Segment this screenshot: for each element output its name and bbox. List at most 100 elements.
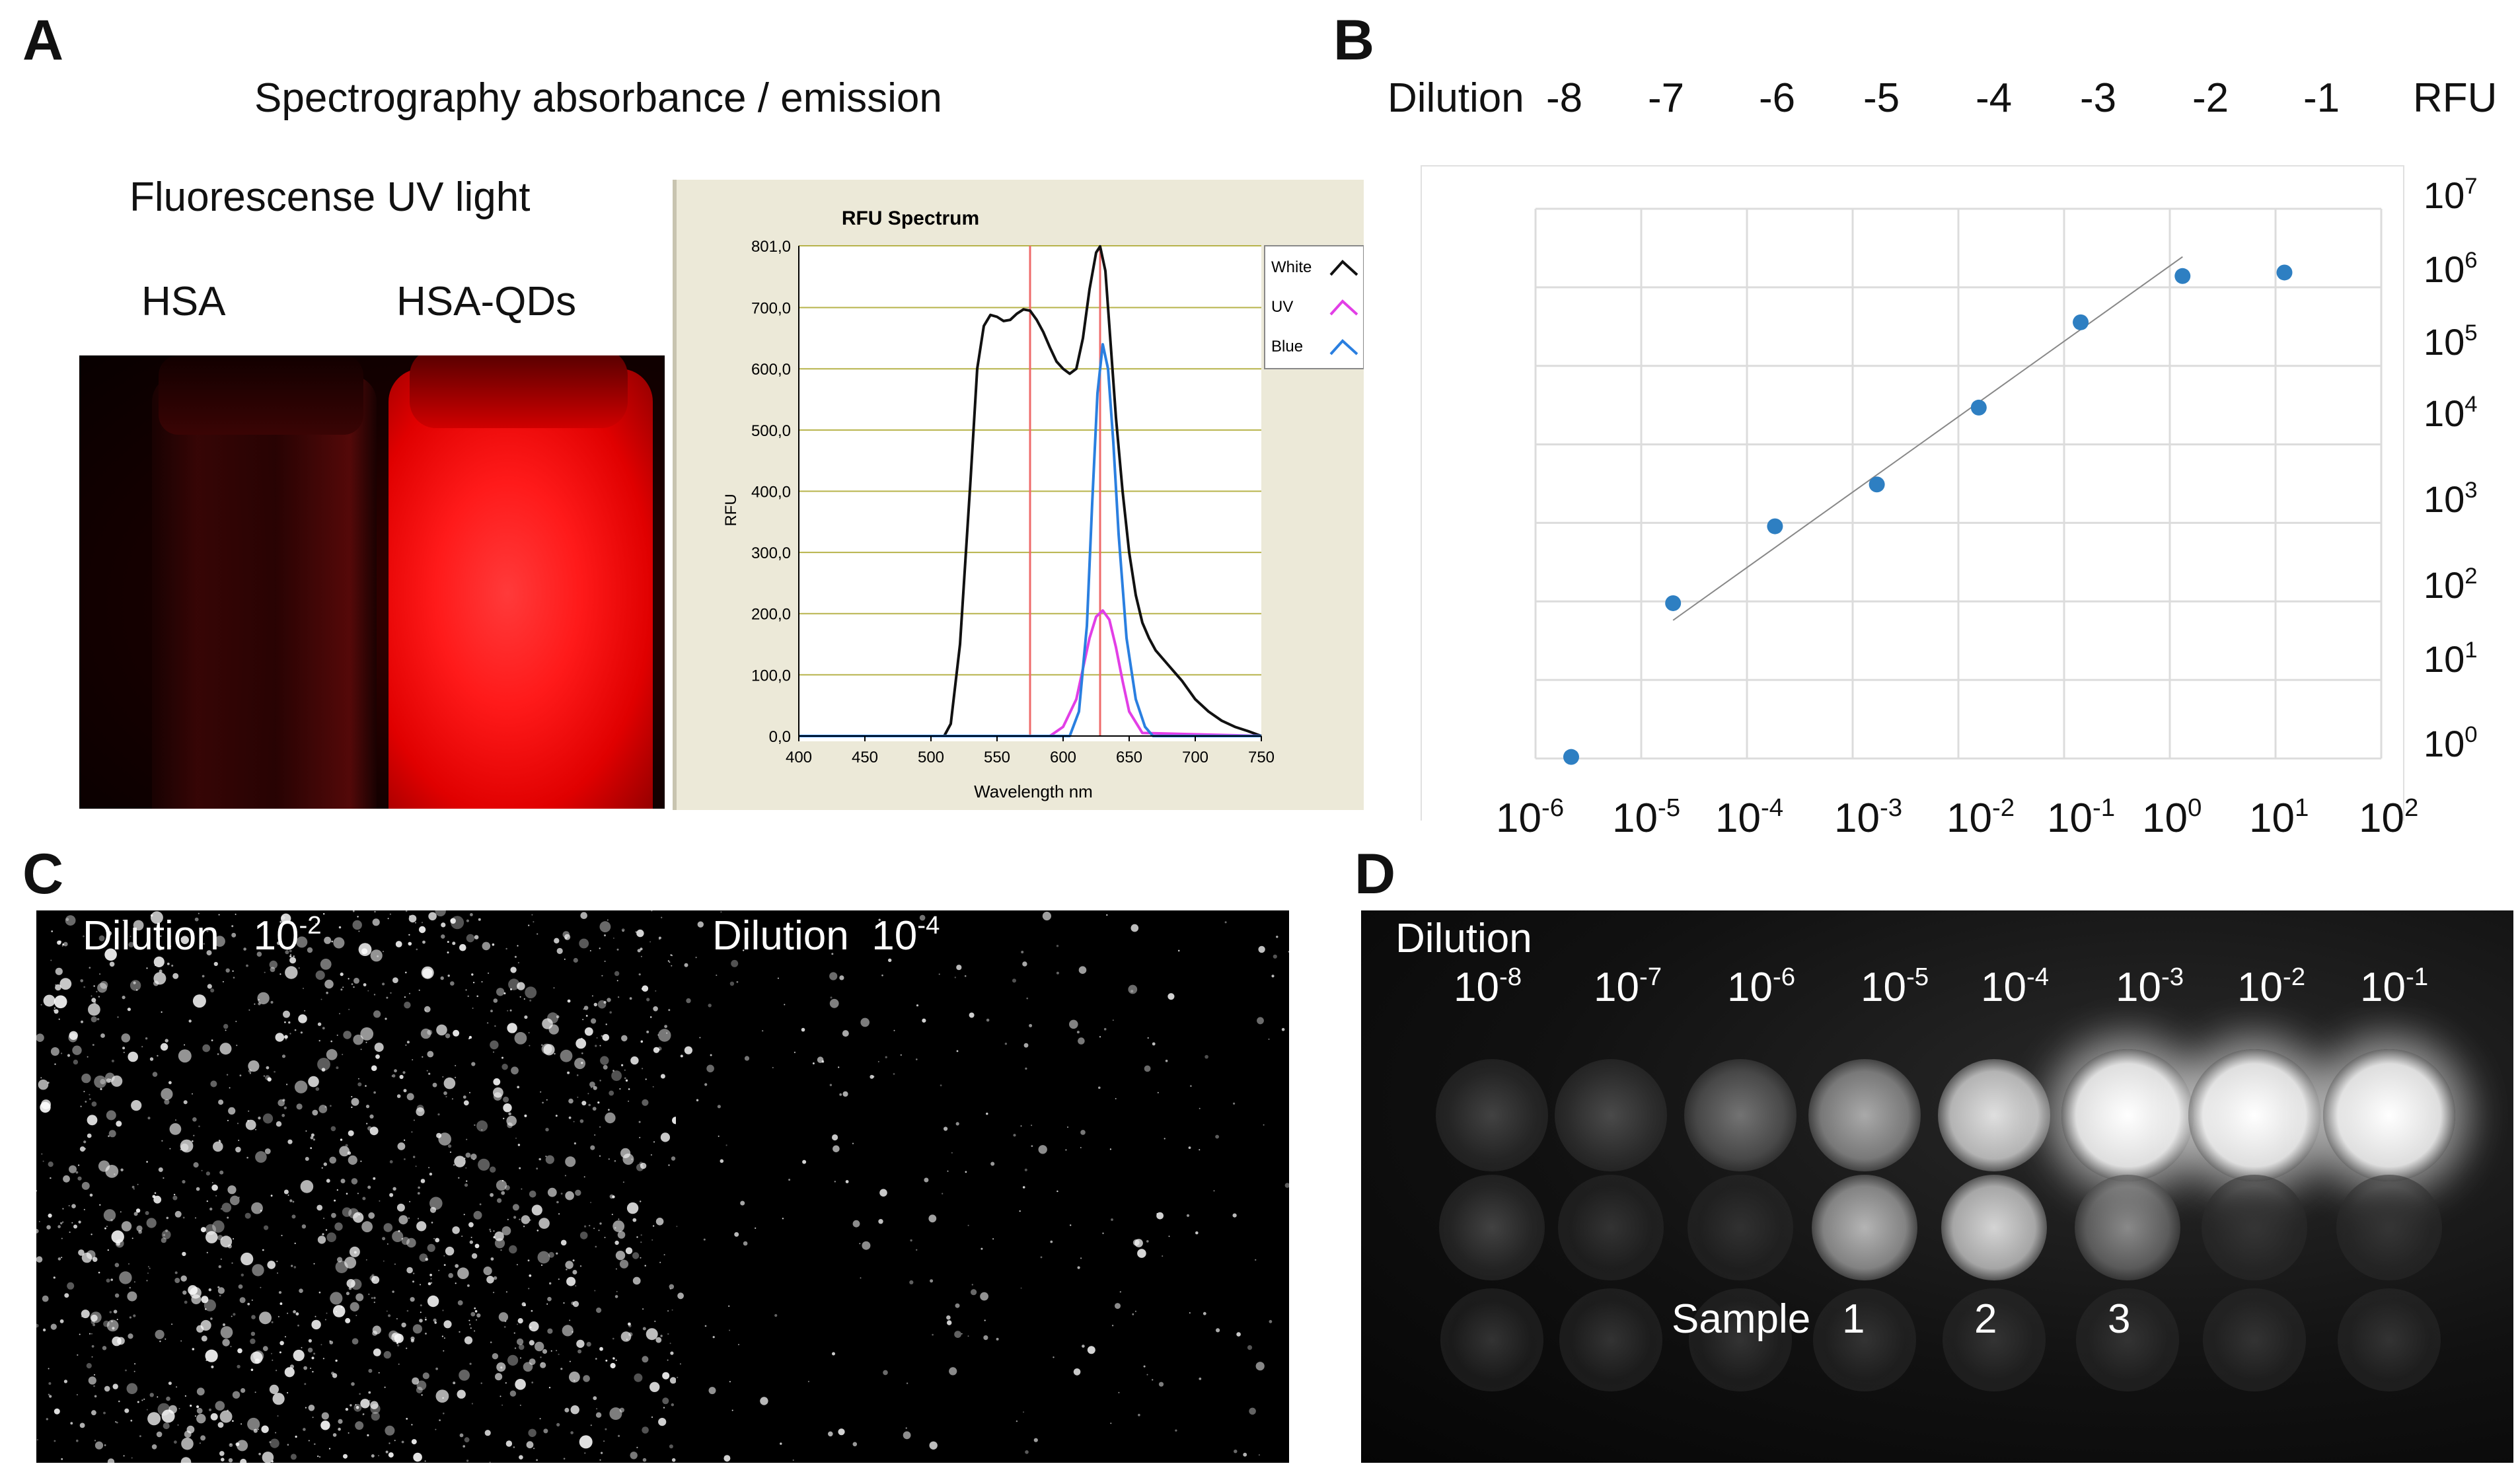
fluorescent-particle (293, 1266, 297, 1269)
fluorescent-particle (636, 1236, 638, 1238)
fluorescent-particle (73, 1059, 79, 1065)
fluorescent-particle (138, 1230, 143, 1234)
fluorescent-particle (136, 989, 138, 991)
fluorescent-particle (357, 1193, 359, 1195)
fluorescent-particle (287, 1391, 289, 1394)
fluorescent-particle (289, 955, 292, 957)
fluorescent-particle (575, 1189, 581, 1196)
fluorescent-particle (321, 1412, 329, 1420)
fluorescent-particle (640, 1257, 642, 1259)
fluorescent-particle (167, 963, 170, 965)
fluorescent-particle (556, 1422, 560, 1426)
fluorescent-particle (168, 1081, 172, 1085)
fluorescent-particle (529, 1358, 536, 1366)
fluorescent-particle (677, 1292, 684, 1300)
fluorescent-particle (131, 1185, 135, 1189)
fluorescent-particle (182, 1180, 186, 1184)
fluorescent-particle (447, 975, 450, 977)
fluorescent-particle (81, 1310, 90, 1319)
fluorescent-particle (370, 1401, 379, 1409)
fluorescent-particle (188, 1019, 192, 1023)
fluorescent-particle (321, 1068, 326, 1072)
fluorescent-particle (1033, 1438, 1038, 1442)
fluorescent-particle (615, 1268, 617, 1270)
fluorescent-particle (345, 1407, 349, 1411)
fluorescent-particle (476, 1319, 477, 1321)
fluorescent-particle (42, 1160, 44, 1162)
fluorescent-particle (91, 995, 93, 997)
fluorescent-particle (833, 1145, 840, 1153)
fluorescent-particle (1078, 966, 1087, 974)
fluorescent-particle (421, 966, 434, 979)
fluorescent-particle (662, 1397, 669, 1405)
fluorescent-particle (609, 1407, 622, 1421)
fluorescent-particle (501, 1191, 505, 1195)
fluorescent-particle (508, 978, 520, 990)
fluorescent-particle (284, 1367, 295, 1378)
fluorescent-particle (493, 1230, 495, 1232)
fluorescent-particle (136, 1225, 143, 1232)
fluorescent-particle (193, 1134, 195, 1136)
fluorescent-particle (312, 1109, 318, 1116)
fluorescent-particle (180, 936, 189, 944)
fluorescent-particle (300, 1180, 314, 1193)
plate-well (1439, 1175, 1545, 1280)
fluorescent-particle (91, 1356, 93, 1358)
fluorescent-particle (371, 1274, 375, 1277)
fluorescent-particle (969, 1012, 975, 1018)
fluorescent-particle (355, 1293, 364, 1302)
fluorescent-particle (1025, 1067, 1027, 1070)
fluorescent-particle (483, 1266, 492, 1276)
fluorescent-particle (48, 1368, 50, 1370)
fluorescent-particle (233, 1313, 236, 1316)
fluorescent-particle (413, 1273, 415, 1274)
fluorescent-particle (122, 996, 126, 1000)
fluorescent-particle (832, 1134, 838, 1141)
fluorescent-particle (392, 977, 398, 983)
fluorescent-particle (626, 1202, 639, 1214)
fluorescent-particle (157, 945, 163, 951)
fluorescent-particle (625, 1247, 633, 1255)
fluorescent-particle (593, 1396, 597, 1401)
fluorescent-particle (342, 1054, 344, 1055)
spectrum-y-tick: 100,0 (751, 667, 791, 684)
sample-number-1: 1 (1842, 1296, 1865, 1342)
fluorescent-particle (703, 1238, 706, 1241)
fluorescent-particle (422, 1056, 424, 1058)
fluorescent-particle (528, 1032, 530, 1034)
fluorescent-particle (879, 1189, 887, 1197)
fluorescent-particle (404, 1002, 411, 1009)
fluorescent-particle (89, 1333, 91, 1335)
plate-well (2323, 1049, 2455, 1181)
plate-well (1684, 1059, 1797, 1171)
fluorescent-particle (614, 1160, 616, 1162)
fluorescent-particle (986, 1018, 990, 1022)
fluorescent-particle (1132, 1313, 1134, 1315)
fluorescent-particle (628, 1100, 630, 1102)
fluorescent-particle (63, 1175, 70, 1183)
fluorescent-particle (93, 1385, 95, 1387)
fluorescent-particle (324, 936, 332, 944)
fluorescent-particle (429, 1197, 443, 1210)
fluorescent-particle (196, 1187, 200, 1191)
fluorescent-particle (640, 1241, 642, 1243)
fluorescent-particle (372, 1325, 381, 1335)
fluorescent-particle (492, 943, 495, 946)
fluorescent-particle (564, 1407, 570, 1413)
fluorescent-particle (146, 1218, 157, 1228)
spectrum-y-tick: 300,0 (751, 544, 791, 562)
fluorescent-particle (695, 957, 697, 959)
fluorescent-particle (246, 1156, 248, 1159)
fluorescent-particle (608, 1158, 610, 1160)
fluorescent-particle (493, 998, 498, 1003)
fluorescent-particle (1119, 1291, 1121, 1293)
fluorescent-particle (436, 1024, 447, 1036)
fluorescent-particle (942, 1193, 944, 1195)
fluorescent-particle (163, 1422, 170, 1430)
fluorescent-particle (916, 1058, 918, 1060)
fluorescent-particle (611, 1214, 613, 1216)
fluorescent-particle (1029, 1023, 1033, 1027)
fluorescent-particle (1020, 1287, 1022, 1289)
fluorescent-particle (470, 913, 473, 916)
fluorescent-particle (560, 1049, 573, 1062)
